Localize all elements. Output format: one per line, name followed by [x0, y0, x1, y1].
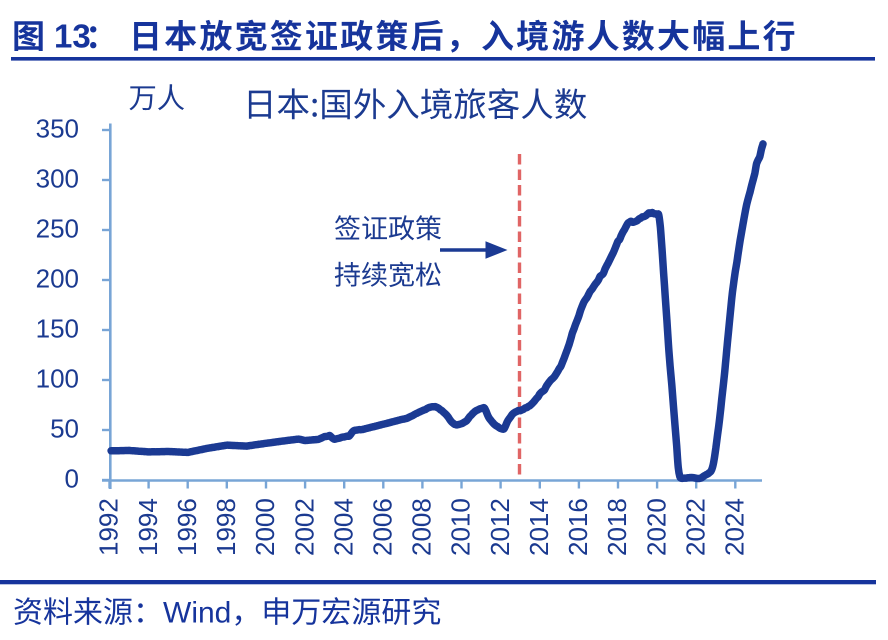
svg-text:2010: 2010 [446, 498, 476, 556]
svg-text:2004: 2004 [328, 498, 358, 556]
svg-text:150: 150 [36, 314, 79, 344]
svg-text:2002: 2002 [289, 498, 319, 556]
svg-text:13: 13 [54, 18, 91, 55]
svg-text:50: 50 [50, 414, 79, 444]
svg-text:100: 100 [36, 364, 79, 394]
svg-text:1996: 1996 [172, 498, 202, 556]
svg-text:2014: 2014 [524, 498, 554, 556]
svg-text:350: 350 [36, 114, 79, 144]
svg-text:2012: 2012 [485, 498, 515, 556]
svg-text:2020: 2020 [641, 498, 671, 556]
svg-text:2008: 2008 [407, 498, 437, 556]
svg-text:250: 250 [36, 214, 79, 244]
svg-text:1992: 1992 [94, 498, 124, 556]
svg-text:Wind: Wind [163, 597, 231, 630]
svg-text:2000: 2000 [250, 498, 280, 556]
svg-text:2016: 2016 [563, 498, 593, 556]
svg-text:0: 0 [65, 464, 79, 494]
svg-text:300: 300 [36, 164, 79, 194]
svg-text:2024: 2024 [720, 498, 750, 556]
svg-text:2006: 2006 [368, 498, 398, 556]
svg-text:2022: 2022 [680, 498, 710, 556]
svg-text:1998: 1998 [211, 498, 241, 556]
svg-text:2018: 2018 [602, 498, 632, 556]
svg-text:1994: 1994 [133, 498, 163, 556]
svg-text:200: 200 [36, 264, 79, 294]
